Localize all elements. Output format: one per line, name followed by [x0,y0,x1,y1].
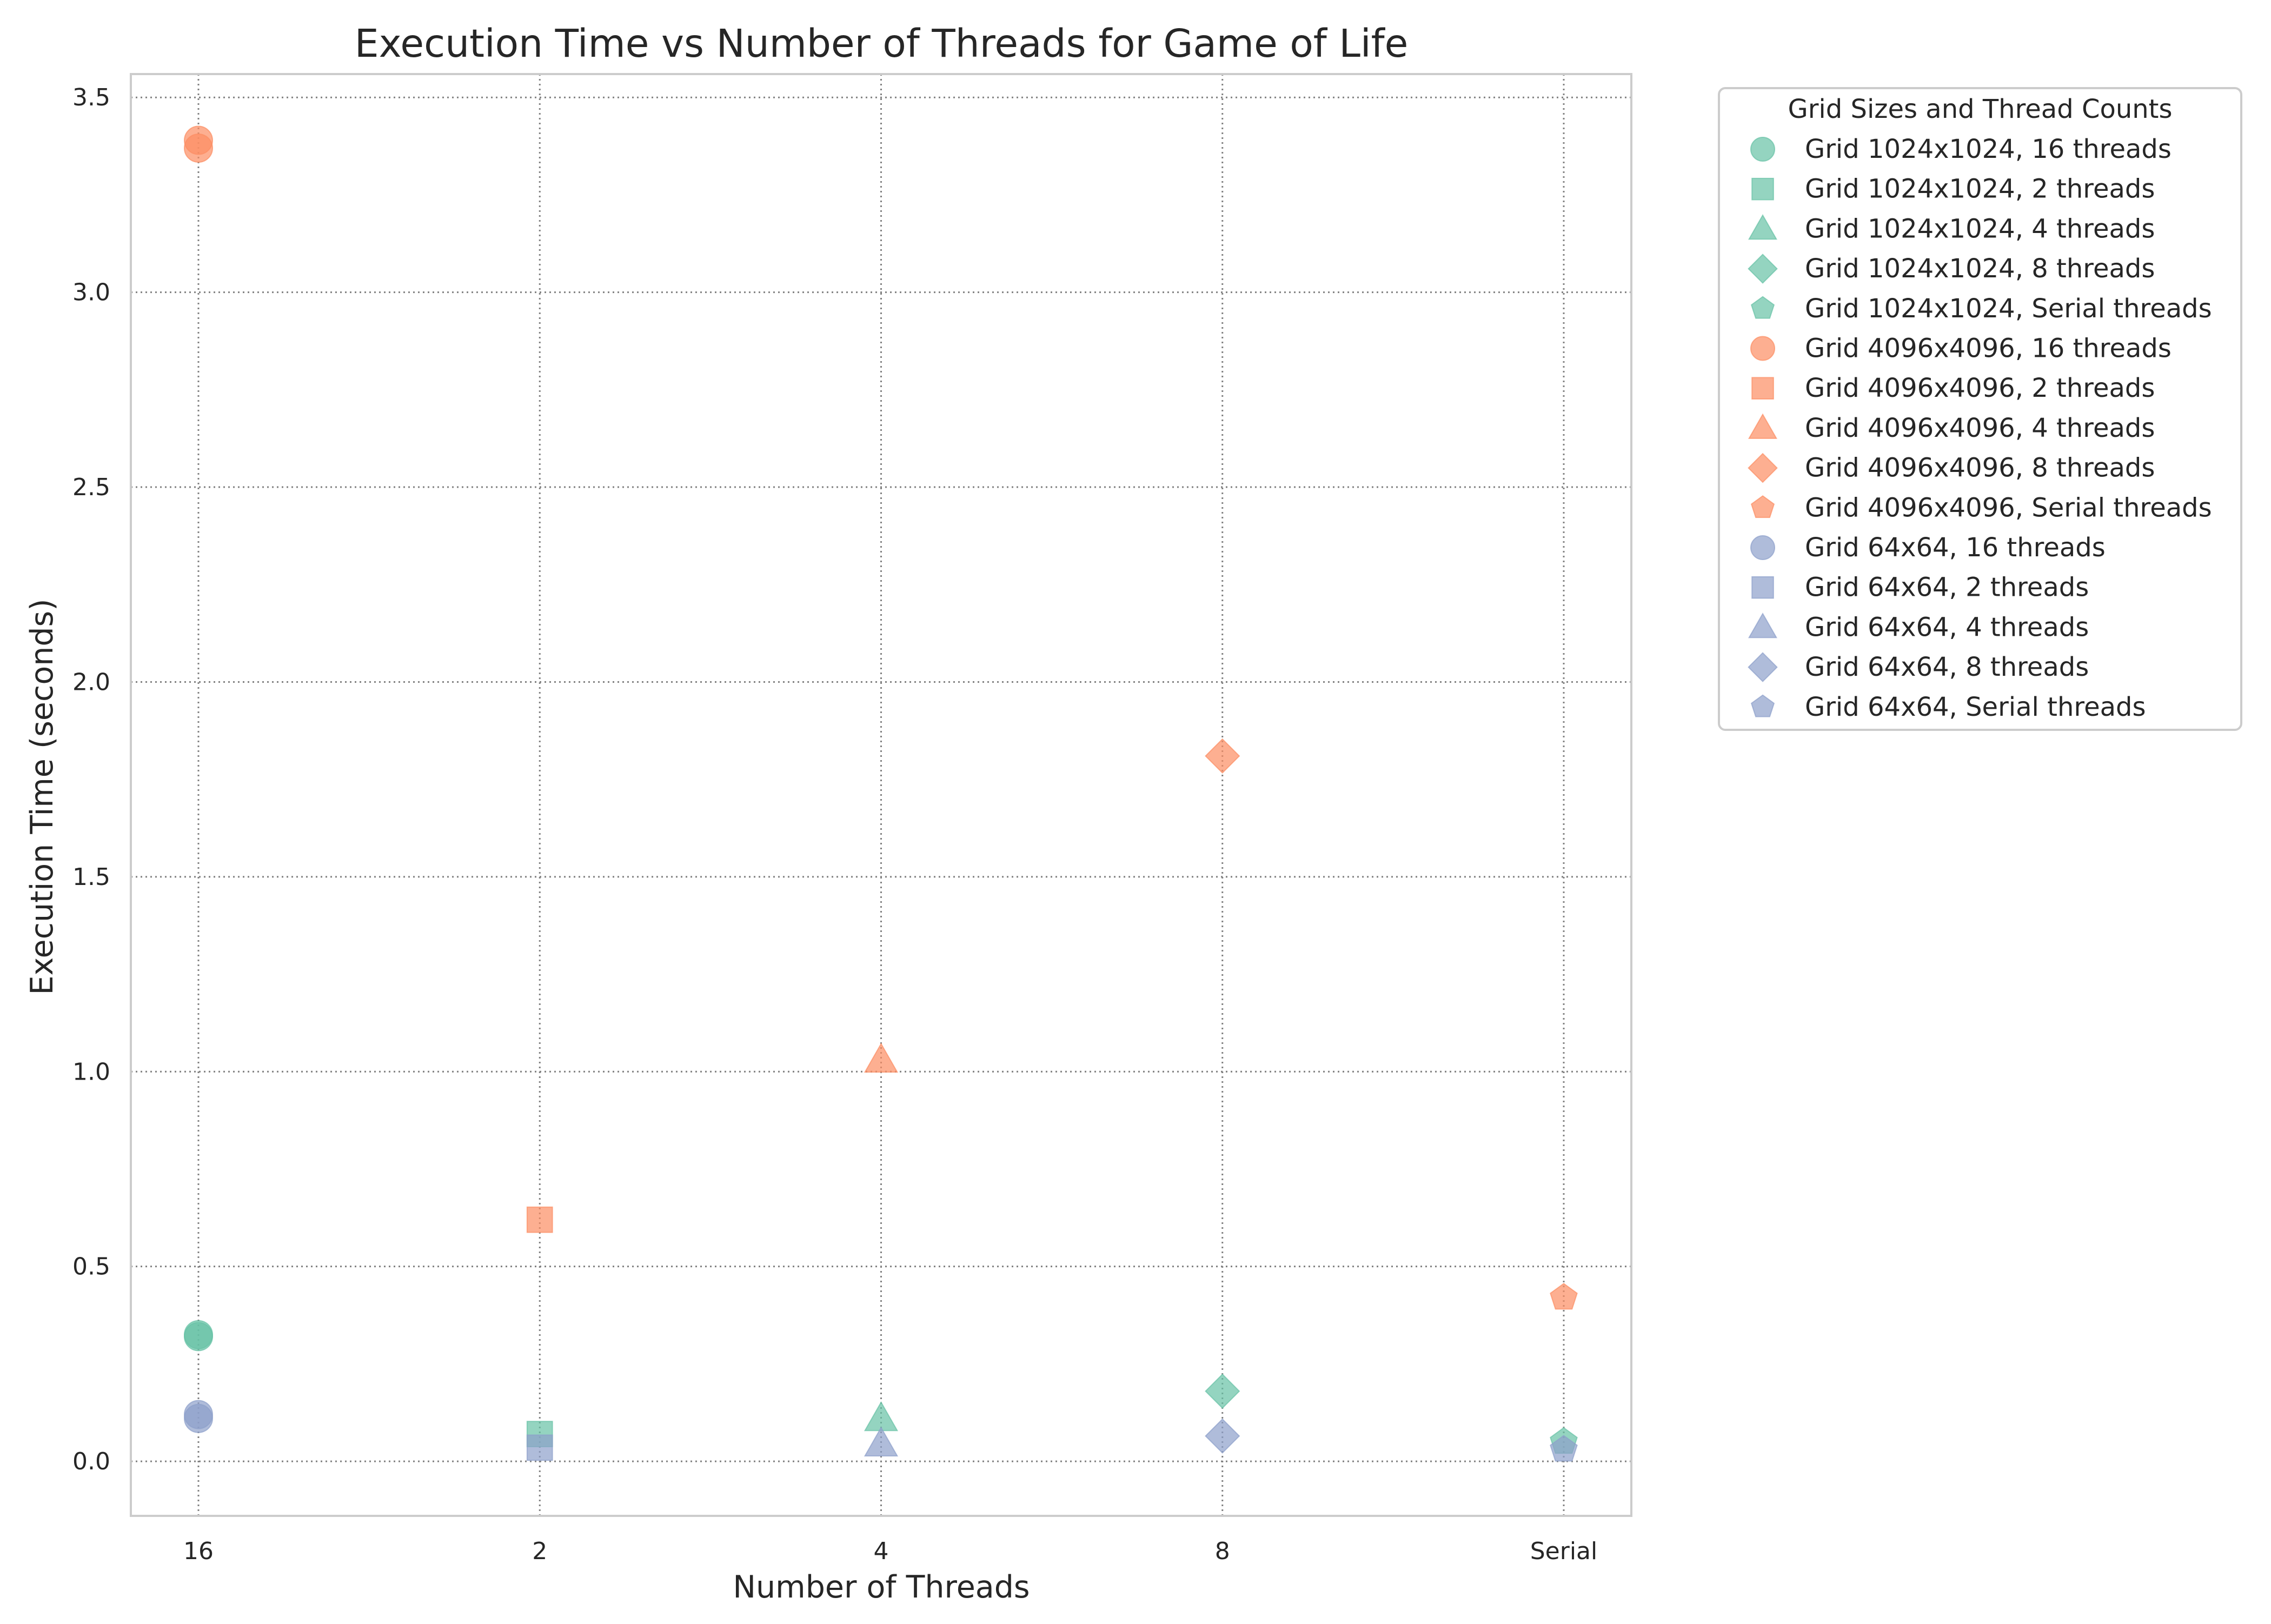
legend-entry-label: Grid 1024x1024, 8 threads [1805,254,2155,284]
x-tick-label: 8 [1215,1538,1230,1565]
data-point [1550,1435,1578,1462]
legend-marker [1751,377,1774,400]
y-tick-label: 0.0 [72,1448,110,1475]
legend-entry-label: Grid 4096x4096, 2 threads [1805,373,2155,403]
data-point [184,1400,213,1429]
legend-entry-label: Grid 4096x4096, 4 threads [1805,413,2155,443]
legend-box [1718,87,2242,731]
legend-entry-label: Grid 64x64, 8 threads [1805,652,2089,682]
legend-entry-label: Grid 64x64, 4 threads [1805,612,2089,642]
y-tick-label: 2.0 [72,668,110,696]
legend-marker [1750,694,1775,717]
legend-marker [1751,576,1774,599]
legend-entry-label: Grid 4096x4096, Serial threads [1805,492,2212,523]
data-points [184,125,1578,1462]
data-point [864,1042,899,1073]
legend-marker [1750,336,1775,361]
x-tick-label: 2 [532,1538,547,1565]
legend-title: Grid Sizes and Thread Counts [1788,94,2173,124]
legend-marker [1748,652,1778,682]
legend-marker [1750,296,1775,319]
legend-entry-label: Grid 4096x4096, 8 threads [1805,453,2155,483]
data-point [864,1426,899,1457]
y-tick-label: 2.5 [72,474,110,501]
legend-entry-label: Grid 1024x1024, 2 threads [1805,174,2155,204]
legend-entry-label: Grid 1024x1024, Serial threads [1805,294,2212,324]
x-tick-label: Serial [1530,1538,1598,1565]
y-axis-label: Execution Time (seconds) [24,599,60,995]
data-point [1205,738,1240,774]
data-point [526,1206,553,1233]
x-tick-label: 16 [183,1538,214,1565]
y-tick-label: 1.5 [72,863,110,891]
data-point [1205,1418,1240,1454]
data-point [184,125,213,155]
legend-marker [1748,452,1778,483]
data-point [184,1320,213,1349]
y-tick-label: 1.0 [72,1058,110,1086]
y-tick-label: 3.5 [72,84,110,111]
x-axis-label: Number of Threads [733,1569,1030,1605]
legend: Grid Sizes and Thread Counts Grid 1024x1… [1718,87,2242,731]
x-tick-label: 4 [874,1538,889,1565]
tick-labels: 0.0 0.5 1.0 1.5 2.0 2.5 3.0 3.5 16 2 4 8 Serial [72,84,1597,1565]
legend-entry-label: Grid 64x64, 2 threads [1805,573,2089,603]
legend-marker [1750,495,1775,518]
plot-area-frame [130,73,1632,1517]
legend-marker [1748,254,1778,284]
y-tick-label: 3.0 [72,279,110,307]
legend-entry-label: Grid 64x64, Serial threads [1805,692,2146,722]
legend-entry-label: Grid 64x64, 16 threads [1805,533,2106,563]
legend-marker [1748,413,1778,439]
data-point [526,1434,553,1461]
legend-marker [1750,535,1775,560]
data-point [1550,1283,1578,1310]
legend-marker [1748,214,1778,240]
legend-entry-label: Grid 4096x4096, 16 threads [1805,334,2172,364]
y-tick-label: 0.5 [72,1253,110,1281]
legend-marker [1750,137,1775,162]
legend-marker [1748,613,1778,638]
legend-entry-label: Grid 1024x1024, 16 threads [1805,134,2172,164]
chart-title: Execution Time vs Number of Threads for … [355,21,1409,66]
legend-entry-label: Grid 1024x1024, 4 threads [1805,214,2155,244]
legend-marker [1751,177,1774,201]
data-point [1205,1373,1240,1409]
